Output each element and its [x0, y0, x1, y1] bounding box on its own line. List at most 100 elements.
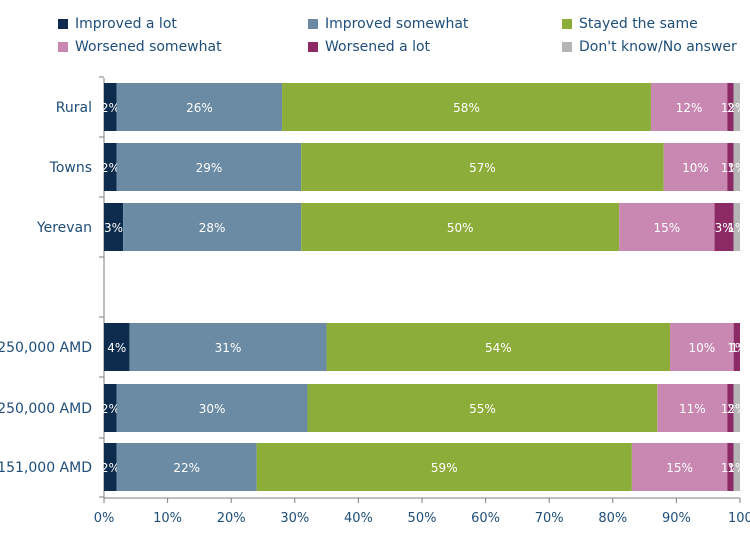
data-label: 2% [101, 101, 120, 115]
bar-segment [123, 203, 302, 251]
bar-segment [733, 323, 740, 371]
data-label: 11% [679, 402, 706, 416]
legend-swatch [308, 42, 318, 52]
x-tick-label: 10% [153, 511, 182, 526]
legend-swatch [308, 19, 318, 29]
legend-item: Don't know/No answer [562, 39, 737, 55]
data-label: 28% [199, 221, 226, 235]
legend: Improved a lot Improved somewhat Stayed th… [0, 0, 750, 64]
category-label: >250,000 AMD [0, 340, 92, 356]
bar-segment [670, 323, 734, 371]
bar-segment [301, 143, 664, 191]
data-label: 30% [199, 402, 226, 416]
bar-segment [326, 323, 671, 371]
data-label: 15% [654, 221, 681, 235]
bar-segment [282, 83, 651, 131]
bar-segment [650, 83, 728, 131]
data-label: 2% [101, 161, 120, 175]
legend-item: Improved somewhat [308, 16, 468, 32]
data-label: 1% [727, 341, 746, 355]
bar-segment [104, 443, 117, 491]
category-label: Yerevan [36, 220, 92, 236]
x-tick-label: 100% [728, 511, 750, 526]
data-label: 3% [715, 221, 734, 235]
data-label: 2% [727, 101, 746, 115]
bar-segment [116, 83, 283, 131]
bar-segment [116, 143, 302, 191]
legend-label: Improved somewhat [325, 16, 469, 32]
bar-segment [733, 143, 740, 191]
category-label: Towns [49, 160, 92, 176]
bar-segment [727, 443, 734, 491]
bar-segment [733, 443, 740, 491]
data-label: 59% [431, 461, 458, 475]
data-label: 55% [469, 402, 496, 416]
bar-segment [104, 143, 117, 191]
category-label: Rural [56, 100, 92, 116]
x-tick-label: 80% [598, 511, 627, 526]
bar-segment [619, 203, 715, 251]
data-label: 57% [469, 161, 496, 175]
legend-swatch [562, 42, 572, 52]
data-label: 1% [730, 341, 749, 355]
bar-segment [733, 203, 740, 251]
category-label: <151,000 AMD [0, 460, 92, 476]
x-tick-label: 0% [94, 511, 115, 526]
legend-label: Worsened somewhat [75, 39, 222, 55]
x-tick-label: 90% [662, 511, 691, 526]
bar-segment [307, 384, 658, 432]
data-label: 4% [107, 341, 126, 355]
bar-segment [104, 384, 117, 432]
bar-segment [727, 143, 734, 191]
data-label: 1% [727, 161, 746, 175]
data-label: 1% [727, 221, 746, 235]
bar-segment [256, 443, 632, 491]
data-label: 31% [215, 341, 242, 355]
legend-item: Stayed the same [562, 16, 698, 32]
data-label: 10% [682, 161, 709, 175]
data-label: 10% [689, 341, 716, 355]
data-label: 26% [186, 101, 213, 115]
data-label: 1% [727, 461, 746, 475]
legend-item: Worsened a lot [308, 39, 430, 55]
data-label: 29% [196, 161, 223, 175]
x-tick-label: 60% [471, 511, 500, 526]
legend-item: Improved a lot [58, 16, 177, 32]
data-label: 2% [101, 402, 120, 416]
bar-segment [631, 443, 728, 491]
data-label: 2% [101, 461, 120, 475]
x-tick-label: 50% [408, 511, 437, 526]
data-label: 58% [453, 101, 480, 115]
data-label: 54% [485, 341, 512, 355]
data-label: 22% [173, 461, 200, 475]
legend-swatch [58, 42, 68, 52]
legend-label: Stayed the same [579, 16, 698, 32]
bar-segment [129, 323, 327, 371]
x-tick-label: 40% [344, 511, 373, 526]
x-tick-label: 30% [280, 511, 309, 526]
bar-segment [116, 384, 308, 432]
bar-segment [727, 83, 734, 131]
legend-label: Don't know/No answer [579, 39, 737, 55]
x-tick-label: 20% [217, 511, 246, 526]
legend-item: Worsened somewhat [58, 39, 222, 55]
bar-segment [116, 443, 257, 491]
data-label: 12% [676, 101, 703, 115]
bar-segment [733, 83, 740, 131]
legend-label: Worsened a lot [325, 39, 431, 55]
bar-segment [104, 83, 117, 131]
bar-segment [104, 323, 130, 371]
bar-segment [301, 203, 620, 251]
bar-segment [657, 384, 728, 432]
bar-segment [714, 203, 734, 251]
category-label: -250,000 AMD [0, 401, 92, 417]
bar-segment [733, 384, 740, 432]
x-tick-label: 70% [535, 511, 564, 526]
data-label: 3% [104, 221, 123, 235]
bar-segment [104, 203, 124, 251]
data-label: 15% [666, 461, 693, 475]
data-label: 2% [727, 402, 746, 416]
data-label: 50% [447, 221, 474, 235]
legend-label: Improved a lot [75, 16, 177, 32]
